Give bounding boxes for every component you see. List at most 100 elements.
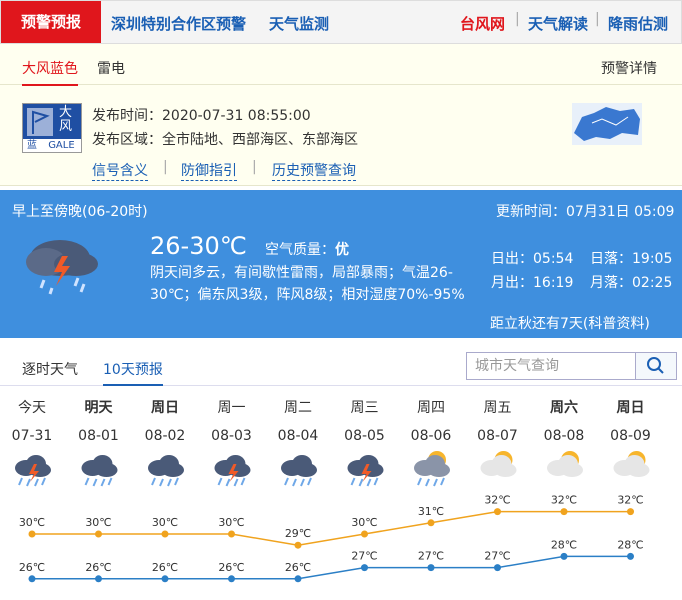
- high-temp-point: [28, 530, 36, 538]
- date: 08-09: [610, 428, 651, 444]
- map-thumbnail[interactable]: [572, 103, 642, 145]
- high-temp-label: 32℃: [484, 494, 510, 507]
- search-input[interactable]: 城市天气查询: [466, 352, 636, 380]
- updated-time: 更新时间：07月31日 05:09: [496, 204, 675, 220]
- high-temp-line: [32, 510, 631, 546]
- warning-icon: 大风 蓝 GALE: [22, 103, 82, 153]
- nav-tab[interactable]: 预警预报: [1, 1, 101, 43]
- low-temp-label: 27℃: [484, 550, 510, 563]
- nav-link[interactable]: 天气解读: [528, 15, 589, 33]
- date: 08-05: [344, 428, 385, 444]
- icon-code: GALE: [48, 140, 75, 151]
- weekday: 周日: [617, 400, 645, 416]
- air-quality: 空气质量：优: [265, 239, 349, 259]
- date: 08-04: [278, 428, 319, 444]
- date: 08-08: [544, 428, 585, 444]
- rain: [417, 477, 445, 487]
- rain: [84, 477, 113, 487]
- weather-icon: [281, 455, 317, 487]
- warning-link[interactable]: 历史预警查询: [272, 160, 356, 181]
- air-quality-label: 空气质量：: [265, 242, 335, 258]
- low-temp-point: [560, 552, 568, 560]
- sunrise: 日出：05:54: [491, 251, 574, 267]
- low-temp-label: 26℃: [19, 561, 45, 574]
- forecast-tab[interactable]: 10天预报: [103, 359, 163, 386]
- low-temp-label: 28℃: [551, 538, 577, 551]
- nav-link[interactable]: 降雨估测: [608, 15, 669, 33]
- separator: |: [515, 11, 520, 27]
- weekday: 周日: [151, 400, 179, 416]
- weather-icon: [214, 455, 251, 487]
- nav-link[interactable]: 深圳特别合作区预警: [111, 15, 247, 33]
- low-temp-label: 26℃: [152, 561, 178, 574]
- high-temp-point: [560, 508, 568, 516]
- lightning: [361, 464, 372, 482]
- warning-tab[interactable]: 大风蓝色: [22, 58, 78, 86]
- high-temp-label: 30℃: [351, 516, 377, 529]
- today-panel: 早上至傍晚(06-20时) 更新时间：07月31日 05:09 26-30℃ 空…: [0, 190, 682, 338]
- high-temp-point: [427, 519, 435, 527]
- weekday: 周一: [218, 400, 246, 416]
- low-temp-point: [294, 575, 302, 583]
- high-temp-label: 32℃: [551, 494, 577, 507]
- search-button[interactable]: [635, 352, 677, 380]
- cloud: [162, 463, 184, 477]
- low-temp-label: 27℃: [418, 550, 444, 563]
- tab-bar: [0, 44, 682, 85]
- weather-icon: [414, 451, 450, 487]
- warning-link[interactable]: 信号含义: [92, 160, 148, 181]
- weekday: 周六: [550, 399, 578, 416]
- nav-link[interactable]: 台风网: [460, 15, 506, 33]
- weather-icon: [148, 455, 184, 487]
- forecast-tab[interactable]: 逐时天气: [22, 362, 78, 378]
- high-temp-point: [494, 508, 501, 516]
- weekday: 明天: [85, 400, 114, 416]
- weather-icon: [480, 451, 517, 477]
- date: 08-07: [477, 428, 518, 444]
- low-temp-point: [627, 552, 634, 560]
- cloud: [494, 463, 517, 477]
- high-temp-point: [228, 530, 235, 538]
- air-quality-value: 优: [335, 242, 349, 258]
- rain: [217, 477, 246, 487]
- separator: |: [163, 159, 168, 175]
- date: 08-03: [211, 428, 252, 444]
- rain: [284, 477, 312, 487]
- low-temp-point: [361, 564, 368, 572]
- weather-icon: [15, 455, 51, 487]
- high-temp-label: 29℃: [285, 527, 311, 540]
- high-temp-label: 30℃: [152, 516, 178, 529]
- warning-tab[interactable]: 雷电: [97, 61, 125, 77]
- cloud: [95, 463, 118, 477]
- rain: [18, 477, 46, 487]
- weather-icon: [547, 451, 583, 477]
- low-temp-label: 26℃: [85, 561, 111, 574]
- issue-time: 发布时间：2020-07-31 08:55:00: [92, 108, 311, 124]
- warning-link[interactable]: 防御指引: [181, 160, 237, 181]
- lightning: [228, 464, 239, 482]
- detail-link[interactable]: 预警详情: [601, 61, 657, 77]
- high-temp-label: 30℃: [218, 516, 244, 529]
- icon-code-bar: 蓝 GALE: [23, 139, 81, 152]
- low-temp-point: [494, 564, 501, 572]
- weekday: 周二: [284, 400, 312, 416]
- separator: |: [595, 11, 600, 27]
- period: 早上至傍晚(06-20时): [12, 204, 148, 220]
- icon-title: 大风: [59, 105, 73, 134]
- top-nav: 预警预报 深圳特别合作区预警 天气监测 台风网 | 天气解读 | 降雨估测: [0, 0, 682, 44]
- icon-level: 蓝: [27, 140, 37, 151]
- date: 08-02: [145, 428, 186, 444]
- lightning: [29, 464, 39, 482]
- cloud: [627, 463, 650, 477]
- low-temp-line: [32, 555, 631, 580]
- high-temp-label: 31℃: [418, 505, 444, 518]
- cloud: [561, 463, 583, 477]
- cloud: [428, 463, 450, 477]
- forecast-tab-bar: [0, 352, 682, 386]
- high-temp-point: [294, 541, 302, 549]
- nav-link[interactable]: 天气监测: [269, 15, 330, 33]
- low-temp-label: 26℃: [218, 561, 244, 574]
- cloud: [295, 463, 317, 477]
- solar-term[interactable]: 距立秋还有7天(科普资料): [490, 316, 650, 332]
